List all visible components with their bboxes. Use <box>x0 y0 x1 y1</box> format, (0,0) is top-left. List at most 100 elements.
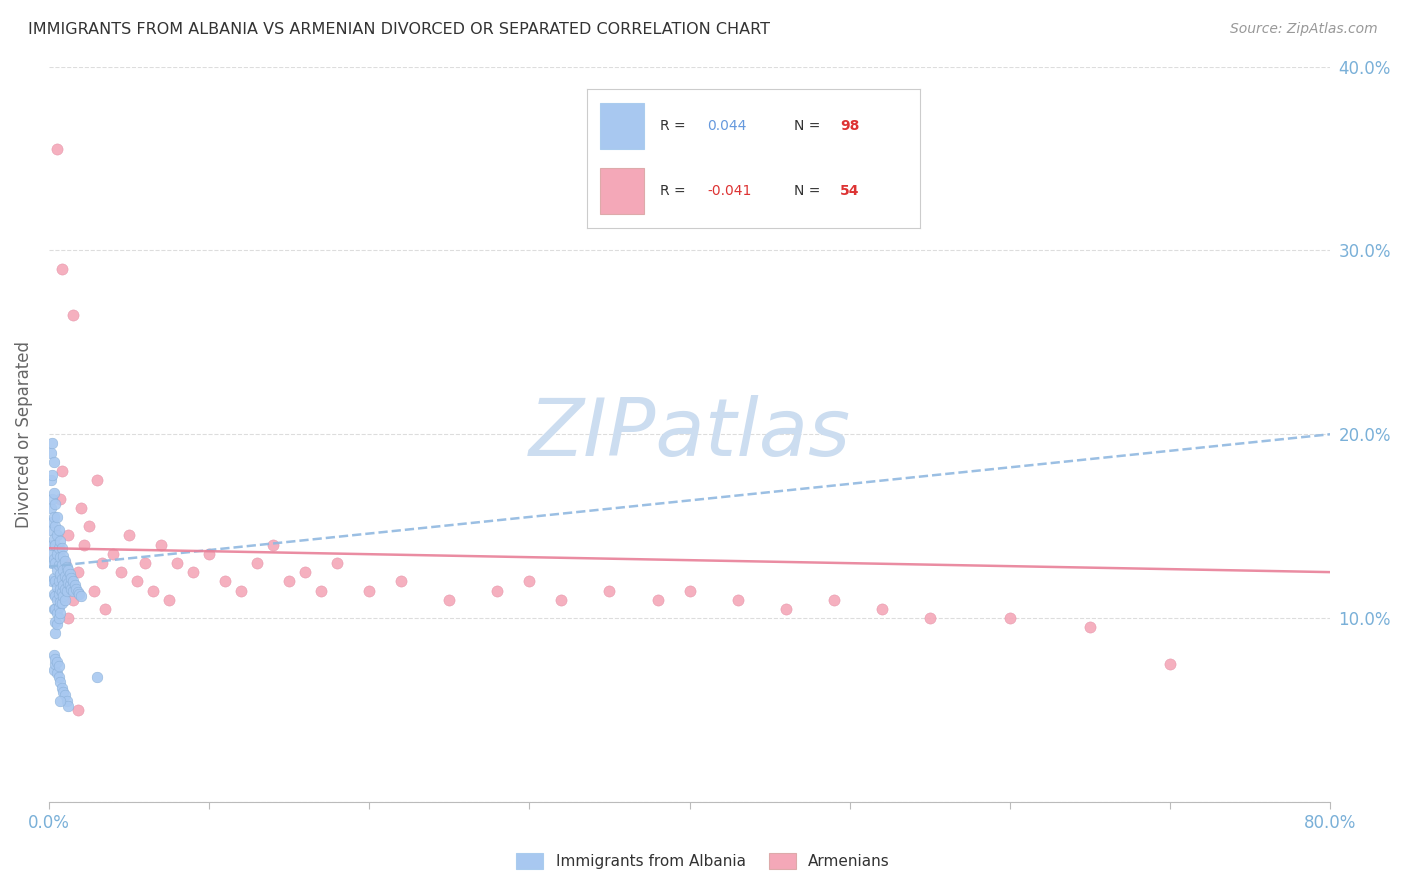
Point <box>278 574 301 589</box>
Point <box>39 445 62 459</box>
Point <box>775 602 797 616</box>
Point <box>65 582 87 596</box>
Point <box>63 578 86 592</box>
Point <box>70 500 93 515</box>
Point <box>42 486 65 500</box>
Point <box>42 602 65 616</box>
Point <box>42 510 65 524</box>
Point <box>181 565 204 579</box>
Point <box>60 582 83 596</box>
Point <box>44 615 66 629</box>
Point <box>51 261 73 276</box>
Point <box>42 552 65 566</box>
Point <box>42 532 65 546</box>
Point <box>48 574 70 589</box>
Point <box>44 497 66 511</box>
Point <box>198 547 221 561</box>
Point <box>44 537 66 551</box>
Point <box>53 582 76 596</box>
Point <box>41 491 63 506</box>
Point <box>101 547 124 561</box>
Point <box>46 547 69 561</box>
Point <box>53 554 76 568</box>
Point <box>550 592 572 607</box>
Point <box>359 583 381 598</box>
Point <box>44 657 66 671</box>
Point <box>46 655 69 669</box>
Point <box>42 648 65 662</box>
Point <box>41 537 63 551</box>
Point <box>46 592 69 607</box>
Point <box>48 600 70 615</box>
Point <box>46 142 69 156</box>
Point <box>44 625 66 640</box>
Point <box>150 537 173 551</box>
Point <box>823 592 845 607</box>
Point <box>157 592 180 607</box>
Text: Source: ZipAtlas.com: Source: ZipAtlas.com <box>1230 22 1378 37</box>
Point <box>62 592 84 607</box>
Point <box>83 583 105 598</box>
Point <box>39 500 62 515</box>
Point <box>86 670 108 684</box>
Point <box>51 464 73 478</box>
Point <box>125 574 148 589</box>
Point <box>262 537 284 551</box>
Point <box>678 583 700 598</box>
Point <box>49 533 72 548</box>
Point <box>44 556 66 570</box>
Legend: Immigrants from Albania, Armenians: Immigrants from Albania, Armenians <box>510 847 896 875</box>
Point <box>42 571 65 585</box>
Point <box>294 565 316 579</box>
Point <box>1078 620 1101 634</box>
Point <box>647 592 669 607</box>
Point <box>51 681 73 695</box>
Point <box>42 455 65 469</box>
Y-axis label: Divorced or Separated: Divorced or Separated <box>15 341 32 528</box>
Point <box>66 565 89 579</box>
Point <box>44 651 66 665</box>
Point <box>42 663 65 677</box>
Point <box>44 602 66 616</box>
Point <box>55 573 77 587</box>
Text: IMMIGRANTS FROM ALBANIA VS ARMENIAN DIVORCED OR SEPARATED CORRELATION CHART: IMMIGRANTS FROM ALBANIA VS ARMENIAN DIVO… <box>28 22 770 37</box>
Point <box>439 592 461 607</box>
Point <box>62 308 84 322</box>
Point <box>86 473 108 487</box>
Point <box>918 611 941 625</box>
Point <box>39 523 62 537</box>
Point <box>389 574 412 589</box>
Point <box>49 675 72 690</box>
Point <box>51 585 73 599</box>
Point <box>59 578 82 592</box>
Point <box>49 566 72 581</box>
Point <box>41 516 63 530</box>
Point <box>870 602 893 616</box>
Point <box>66 703 89 717</box>
Point <box>55 583 77 598</box>
Point <box>48 523 70 537</box>
Point <box>49 491 72 506</box>
Point <box>41 436 63 450</box>
Point <box>214 574 236 589</box>
Point <box>62 574 84 589</box>
Point <box>48 658 70 673</box>
Point <box>56 528 79 542</box>
Point <box>53 688 76 702</box>
Point <box>56 699 79 714</box>
Point <box>49 550 72 565</box>
Point <box>70 589 93 603</box>
Point <box>53 569 76 583</box>
Point <box>52 578 75 592</box>
Point <box>326 556 349 570</box>
Point <box>118 528 141 542</box>
Point <box>39 473 62 487</box>
Point <box>53 592 76 607</box>
Point <box>48 587 70 601</box>
Point <box>49 606 72 620</box>
Point <box>52 589 75 603</box>
Point <box>48 611 70 625</box>
Point <box>48 541 70 556</box>
Point <box>60 571 83 585</box>
Point <box>48 670 70 684</box>
